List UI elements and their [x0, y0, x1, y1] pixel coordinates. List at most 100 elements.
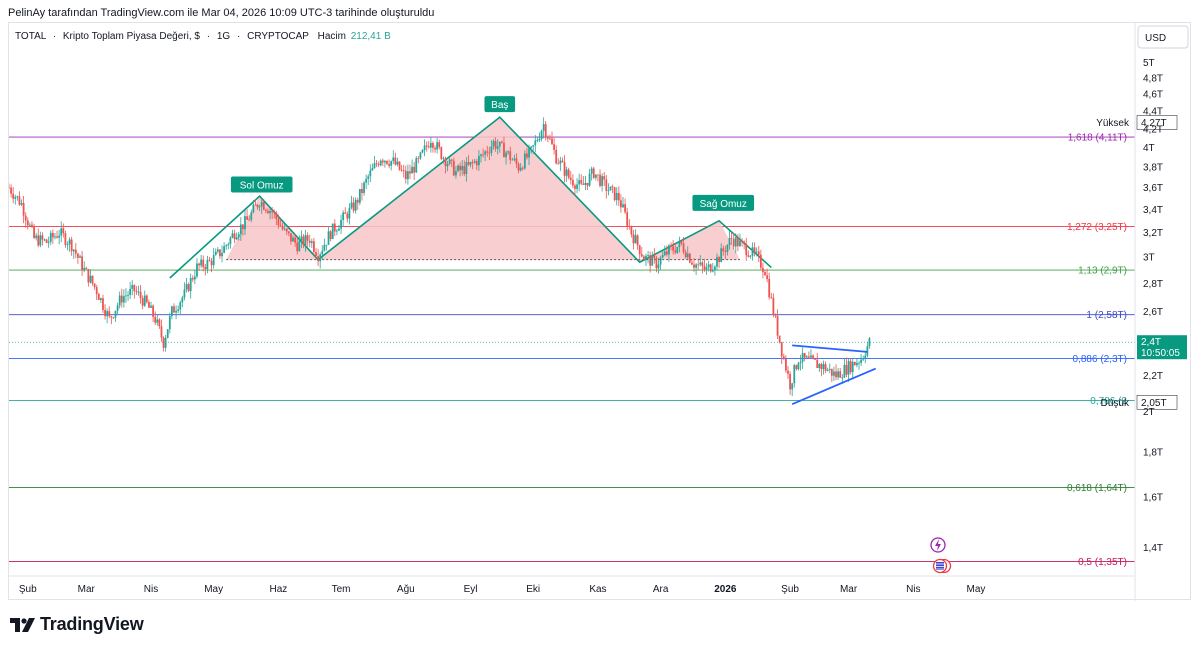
candle-body [440, 147, 443, 159]
candle-body [411, 166, 413, 174]
candle-body [56, 236, 58, 238]
candle-body [780, 342, 783, 357]
triangle-lower-line[interactable] [791, 367, 877, 406]
pattern-label[interactable]: Baş [484, 96, 516, 113]
time-tick-label: Mar [840, 584, 858, 595]
pattern-label-box[interactable] [230, 176, 293, 193]
candle-body [463, 166, 466, 175]
candle-body [617, 192, 620, 201]
time-tick-label: Ara [653, 584, 669, 595]
currency-selector[interactable]: USD [1137, 25, 1189, 49]
candle-body [384, 160, 386, 163]
candle-body [358, 188, 361, 203]
candle-body [682, 243, 685, 253]
candle-body [862, 358, 865, 360]
triangle-upper-line[interactable] [792, 344, 868, 353]
candle-body [580, 180, 583, 184]
currency-box[interactable] [1137, 25, 1189, 49]
candle-body [839, 371, 842, 378]
candle-body [26, 220, 29, 226]
candle-body [450, 159, 453, 161]
candle-body [835, 371, 837, 378]
fib-level-label: 0,886 (2,3T) [1073, 354, 1127, 365]
candle-body [400, 169, 403, 171]
candle-body [469, 161, 472, 165]
candle-body [856, 362, 858, 366]
candle-body [388, 163, 390, 166]
candle-body [225, 245, 228, 247]
candle-body [233, 233, 236, 240]
candle-body [252, 204, 255, 213]
pattern-label-box[interactable] [484, 96, 516, 113]
price-marker: Düşük 2,05T [1101, 395, 1178, 410]
candle-body [488, 152, 491, 154]
candle-body [732, 238, 735, 247]
candle-body [129, 288, 132, 295]
candle-body [267, 210, 269, 214]
candle-body [114, 310, 117, 318]
candle-body [102, 298, 104, 310]
chart-canvas[interactable]: 1,618 (4,11T) 1,272 (3,25T) 1,13 (2,9T) 1 (… [9, 23, 1192, 601]
candle-body [461, 166, 464, 171]
pattern-label-box[interactable] [692, 194, 755, 211]
tradingview-brand-text: TradingView [40, 614, 144, 634]
candle-body [14, 196, 17, 199]
candle-body [365, 178, 368, 183]
candle-body [680, 241, 683, 244]
candle-body [645, 255, 647, 260]
candle-body [505, 152, 507, 158]
candle-body [152, 305, 155, 317]
candle-body [242, 224, 244, 230]
tradingview-logo[interactable]: TradingView [10, 614, 144, 635]
candle-body [766, 275, 769, 280]
price-tick-label: 2,6T [1143, 307, 1163, 318]
candle-body [325, 244, 328, 246]
candle-body [651, 255, 654, 266]
candle-body [413, 166, 416, 173]
candle-body [200, 259, 203, 266]
candle-body [77, 253, 79, 258]
pattern-label[interactable]: Sol Omuz [230, 176, 293, 193]
candle-body [214, 251, 217, 256]
candle-body [212, 255, 215, 266]
candle-body [824, 364, 827, 371]
chart-panel[interactable]: 1,618 (4,11T) 1,272 (3,25T) 1,13 (2,9T) 1 (… [8, 22, 1192, 601]
head-shoulders-line[interactable] [169, 116, 772, 279]
price-tick-label: 4,2T [1143, 124, 1163, 135]
candle-body [166, 329, 169, 338]
pattern-label[interactable]: Sağ Omuz [692, 194, 755, 211]
candle-body [60, 228, 63, 236]
candle-body [555, 149, 558, 164]
candle-body [743, 241, 746, 244]
candle-body [739, 240, 741, 247]
candle-body [586, 182, 589, 186]
candle-body [373, 163, 376, 168]
candle-body [720, 248, 723, 263]
currency-label[interactable]: USD [1145, 33, 1166, 44]
candle-body [285, 228, 288, 232]
candle-body [158, 319, 161, 327]
candle-body [290, 233, 292, 242]
candle-body [509, 151, 512, 160]
candle-body [843, 364, 846, 378]
candle-body [473, 161, 476, 163]
lightning-event-icon[interactable] [930, 537, 946, 553]
us-flag-event-icon[interactable] [932, 558, 952, 574]
candle-body [173, 306, 175, 313]
candle-body [576, 184, 578, 189]
candle-body [448, 159, 451, 164]
candle-body [398, 161, 401, 170]
candle-body [260, 201, 263, 207]
candle-body [590, 168, 593, 174]
candle-body [254, 204, 257, 206]
candle-body [526, 153, 528, 158]
candle-body [429, 142, 432, 148]
candle-body [33, 226, 35, 238]
price-tick-label: 2T [1143, 407, 1155, 418]
candle-body [304, 235, 307, 246]
candle-body [759, 254, 762, 268]
fib-level-label: 1,618 (4,11T) [1068, 133, 1127, 144]
candle-body [106, 311, 109, 317]
candle-body [701, 262, 704, 266]
